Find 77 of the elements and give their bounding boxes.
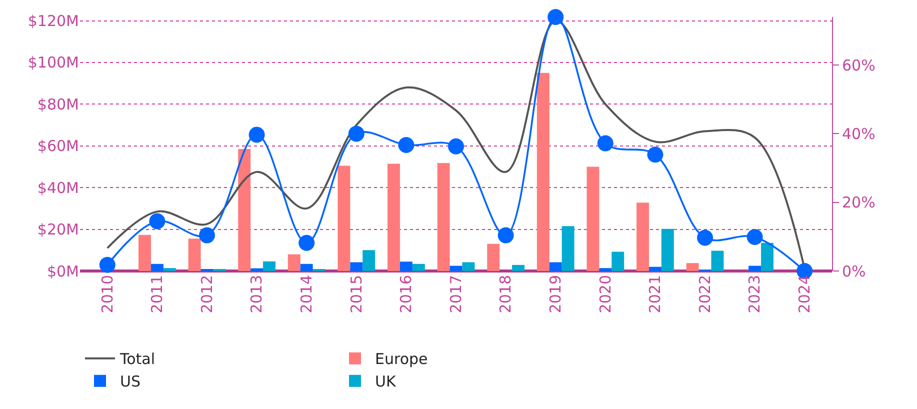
bar <box>636 202 649 271</box>
bar <box>562 226 574 271</box>
bar <box>400 262 412 271</box>
bar <box>748 266 762 271</box>
bar <box>761 242 774 271</box>
bar <box>462 262 475 271</box>
x-tick-label: 2011 <box>148 275 166 314</box>
bar <box>188 238 201 271</box>
bar <box>648 266 662 271</box>
x-tick-label: 2013 <box>248 275 266 314</box>
y-tick-label: $80M <box>37 95 79 114</box>
y2-tick-label: 0% <box>842 262 866 280</box>
legend-label: UK <box>375 372 397 391</box>
point <box>398 137 414 154</box>
x-tick-label: 2014 <box>297 275 316 314</box>
x-tick-label: 2017 <box>446 275 465 314</box>
legend-label: US <box>120 372 141 391</box>
bar <box>450 266 462 271</box>
bar <box>711 250 724 271</box>
bar <box>388 164 400 271</box>
bar <box>661 228 674 271</box>
bar <box>599 268 612 271</box>
x-tick-label: 2021 <box>646 275 664 314</box>
bar <box>412 264 425 271</box>
point <box>149 213 166 230</box>
point <box>746 229 763 246</box>
x-tick-label: 2023 <box>746 275 764 314</box>
legend-label: Total <box>119 350 156 368</box>
bar <box>288 254 300 271</box>
y-tick-label: $120M <box>28 12 79 30</box>
y2-tick-label: 60% <box>842 56 876 74</box>
bar <box>263 261 276 271</box>
x-tick-label: 2015 <box>347 275 366 314</box>
bar <box>150 264 164 271</box>
x-tick-label: 2019 <box>546 275 564 314</box>
x-tick-label: 2024 <box>795 275 814 314</box>
point <box>248 126 265 143</box>
point <box>647 146 664 163</box>
point <box>348 126 364 142</box>
bar <box>362 250 376 271</box>
y-tick-label: $60M <box>37 137 79 156</box>
y2-tick-label: 40% <box>842 124 876 143</box>
bar <box>250 268 264 271</box>
point <box>697 230 714 246</box>
point <box>99 256 116 273</box>
x-tick-label: 2010 <box>98 275 116 314</box>
point <box>548 9 564 25</box>
bar <box>138 234 151 271</box>
legend-label: Europe <box>375 350 428 368</box>
point <box>597 135 614 152</box>
bar <box>350 262 363 271</box>
x-tick-label: 2022 <box>696 275 714 314</box>
bar <box>163 268 176 271</box>
bar <box>612 252 624 271</box>
y-tick-label: $100M <box>28 54 79 72</box>
bar <box>512 264 524 271</box>
bar <box>487 244 500 271</box>
x-tick-label: 2020 <box>596 275 614 314</box>
y-tick-label: $40M <box>37 178 79 197</box>
x-tick-label: 2012 <box>198 275 216 314</box>
bar <box>238 149 251 271</box>
point <box>498 227 514 244</box>
y-tick-label: $0M <box>46 262 79 280</box>
bar <box>536 72 550 271</box>
x-tick-label: 2018 <box>496 275 515 314</box>
bar <box>549 262 562 271</box>
bar <box>338 166 350 271</box>
point <box>298 234 315 251</box>
point <box>198 227 215 244</box>
x-tick-label: 2016 <box>397 275 416 314</box>
bar <box>437 162 450 271</box>
y2-tick-label: 20% <box>842 194 876 212</box>
bar <box>300 264 313 271</box>
bar <box>686 263 699 271</box>
point <box>448 138 464 154</box>
y-tick-label: $20M <box>37 220 79 239</box>
bar <box>586 166 600 271</box>
